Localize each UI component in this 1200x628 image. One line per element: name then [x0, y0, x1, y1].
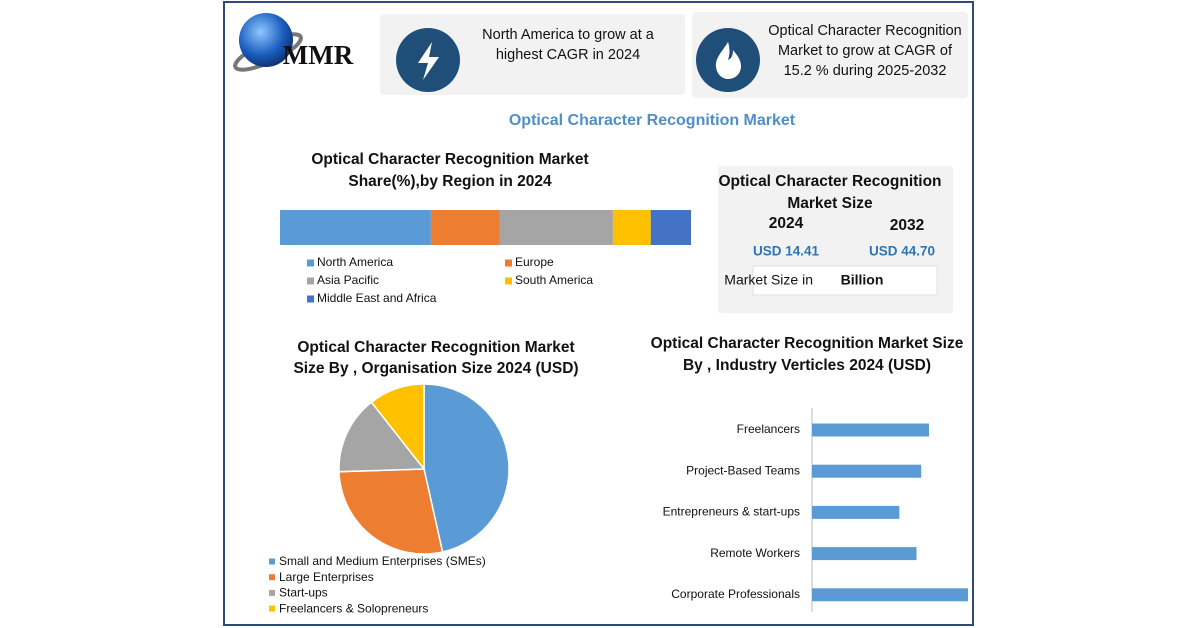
text: Share(%),by Region in 2024 — [348, 173, 552, 190]
text: Size By , Organisation Size 2024 (USD) — [293, 360, 578, 377]
bar-segment — [650, 210, 691, 245]
logo-globe — [239, 13, 293, 67]
text: South America — [515, 273, 593, 287]
bar — [812, 505, 900, 519]
text: Market Size — [787, 195, 873, 212]
legend-swatch — [307, 259, 314, 267]
text: Billion — [841, 272, 884, 288]
text: Project-Based Teams — [686, 463, 800, 477]
frame — [223, 1, 974, 626]
legend-swatch — [269, 605, 275, 612]
text: Optical Character Recognition — [768, 23, 961, 39]
text: Asia Pacific — [317, 273, 379, 287]
bar — [812, 588, 968, 602]
text: Freelancers & Solopreneurs — [279, 601, 428, 615]
bar-segment — [430, 210, 500, 245]
text: Optical Character Recognition Market — [311, 151, 588, 168]
bar-segment — [280, 210, 431, 245]
text: Optical Character Recognition Market — [297, 339, 574, 356]
logo-text: MMR — [283, 40, 354, 70]
text: Market to grow at CAGR of — [778, 43, 953, 59]
text: Market Size in — [724, 272, 813, 288]
text: Middle East and Africa — [317, 291, 437, 305]
bar — [812, 464, 922, 478]
text: USD 14.41 — [753, 244, 820, 259]
pie-slice — [423, 383, 510, 553]
legend-swatch — [307, 295, 314, 303]
pie-slice — [338, 468, 444, 555]
bar — [812, 423, 929, 437]
legend-swatch — [505, 277, 512, 285]
bar — [812, 547, 917, 561]
text: Large Enterprises — [279, 570, 374, 584]
bar-segment — [499, 210, 613, 245]
pie-slice — [338, 401, 426, 473]
text: USD 44.70 — [869, 244, 935, 259]
legend-swatch — [269, 558, 275, 565]
pie-slice — [370, 383, 425, 472]
text: 2024 — [769, 215, 804, 232]
legend-swatch — [505, 259, 512, 267]
text: Small and Medium Enterprises (SMEs) — [279, 554, 486, 568]
text: North America to grow at a — [482, 27, 655, 43]
text: 15.2 % during 2025-2032 — [784, 63, 947, 79]
highlight-box — [692, 12, 968, 98]
text: Entrepreneurs & start-ups — [663, 505, 800, 519]
text: highest CAGR in 2024 — [496, 47, 640, 63]
text: Freelancers — [737, 422, 800, 436]
legend-swatch — [269, 574, 275, 581]
flame-shape — [715, 42, 741, 79]
logo: MMR — [233, 13, 354, 72]
text: Optical Character Recognition Market — [509, 112, 796, 129]
text: By , Industry Verticles 2024 (USD) — [683, 357, 931, 374]
text: Optical Character Recognition — [718, 173, 941, 190]
note-box — [752, 265, 938, 296]
bar-segment — [612, 210, 651, 245]
text: Remote Workers — [710, 546, 800, 560]
text: North America — [317, 255, 393, 269]
text: Optical Character Recognition Market Siz… — [651, 335, 964, 352]
text: Europe — [515, 255, 554, 269]
text: 2032 — [890, 217, 924, 234]
text: Start-ups — [279, 586, 328, 600]
bolt-shape — [418, 42, 439, 80]
text: Corporate Professionals — [671, 587, 800, 601]
legend-swatch — [307, 277, 314, 285]
legend-swatch — [269, 589, 275, 596]
